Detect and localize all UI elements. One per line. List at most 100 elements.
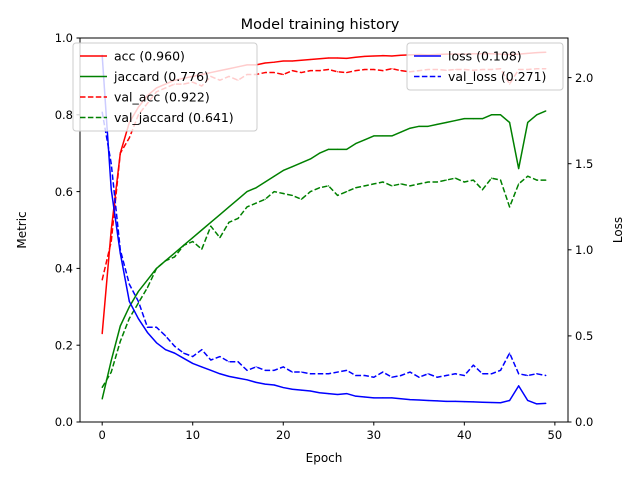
data-point-val_jaccard bbox=[400, 183, 402, 185]
data-point-val_acc bbox=[119, 152, 121, 154]
data-point-loss bbox=[346, 392, 348, 395]
data-point-val_loss bbox=[246, 369, 248, 371]
data-point-jaccard bbox=[137, 290, 139, 293]
data-point-val_jaccard bbox=[327, 185, 330, 187]
data-point-jaccard bbox=[509, 121, 511, 124]
data-point-val_jaccard bbox=[481, 189, 484, 191]
data-point-jaccard bbox=[255, 187, 257, 189]
data-point-loss bbox=[418, 399, 420, 401]
data-point-jaccard bbox=[373, 135, 375, 137]
data-point-val_acc bbox=[300, 71, 302, 74]
data-point-acc bbox=[382, 55, 384, 57]
data-point-jaccard bbox=[273, 175, 275, 177]
data-point-jaccard bbox=[192, 237, 194, 239]
data-point-loss bbox=[228, 375, 230, 377]
legend-label-val_acc: val_acc (0.922) bbox=[114, 90, 210, 105]
data-point-val_loss bbox=[164, 335, 167, 337]
data-point-val_loss bbox=[119, 249, 121, 251]
data-point-val_jaccard bbox=[228, 221, 230, 223]
data-point-loss bbox=[318, 392, 321, 394]
data-point-val_loss bbox=[309, 373, 312, 375]
data-point-val_jaccard bbox=[246, 206, 248, 208]
legend-frame bbox=[72, 42, 258, 132]
series-line-loss bbox=[101, 55, 546, 405]
data-point-jaccard bbox=[527, 121, 529, 124]
data-point-val_loss bbox=[481, 373, 484, 375]
data-point-val_loss bbox=[174, 345, 176, 347]
y-tick-label-right: 0.0 bbox=[575, 415, 593, 429]
data-point-val_jaccard bbox=[318, 187, 321, 189]
data-point-val_jaccard bbox=[137, 302, 139, 304]
data-point-loss bbox=[237, 377, 239, 379]
data-point-val_loss bbox=[146, 326, 149, 328]
data-point-val_jaccard bbox=[472, 179, 474, 181]
data-point-loss bbox=[481, 401, 484, 403]
data-point-val_jaccard bbox=[201, 248, 203, 250]
x-tick-label: 0 bbox=[99, 428, 106, 442]
data-point-val_loss bbox=[400, 374, 402, 377]
data-point-loss bbox=[291, 388, 293, 390]
data-point-jaccard bbox=[318, 152, 321, 154]
data-point-loss bbox=[527, 399, 529, 402]
data-point-loss bbox=[164, 349, 167, 351]
data-point-val_acc bbox=[264, 71, 266, 74]
data-point-val_acc bbox=[110, 240, 112, 243]
data-point-val_jaccard bbox=[518, 183, 520, 185]
data-point-val_loss bbox=[128, 283, 130, 285]
data-point-loss bbox=[545, 402, 547, 404]
data-point-val_jaccard bbox=[210, 225, 212, 227]
data-point-jaccard bbox=[174, 252, 176, 254]
data-point-jaccard bbox=[436, 123, 438, 125]
data-point-val_jaccard bbox=[436, 181, 438, 183]
data-point-val_jaccard bbox=[409, 185, 411, 187]
data-point-loss bbox=[146, 331, 149, 334]
data-point-val_jaccard bbox=[445, 179, 447, 181]
data-point-val_loss bbox=[391, 376, 393, 378]
data-point-loss bbox=[373, 397, 375, 399]
data-point-val_acc bbox=[327, 68, 330, 71]
data-point-acc bbox=[110, 229, 112, 231]
x-tick-label: 50 bbox=[548, 428, 563, 442]
y-axis-right: 0.0 0.5 1.0 1.5 2.0 bbox=[568, 71, 593, 429]
data-point-val_loss bbox=[518, 373, 520, 375]
data-point-loss bbox=[246, 379, 248, 381]
legend-left: acc (0.960) jaccard (0.776) val_acc (0.922… bbox=[72, 42, 258, 132]
data-point-loss bbox=[382, 397, 384, 399]
data-point-acc bbox=[346, 57, 348, 59]
data-point-val_jaccard bbox=[119, 340, 121, 342]
data-point-val_jaccard bbox=[101, 386, 103, 389]
data-point-val_loss bbox=[364, 374, 366, 377]
data-point-val_loss bbox=[436, 376, 438, 378]
data-point-val_jaccard bbox=[509, 206, 511, 208]
data-point-jaccard bbox=[264, 181, 266, 183]
data-point-acc bbox=[300, 59, 302, 61]
data-point-val_acc bbox=[364, 68, 366, 71]
data-point-val_loss bbox=[536, 373, 538, 375]
data-point-val_jaccard bbox=[155, 267, 158, 269]
data-point-loss bbox=[409, 399, 411, 401]
data-point-val_loss bbox=[255, 366, 257, 368]
data-point-acc bbox=[400, 54, 402, 56]
data-point-val_jaccard bbox=[382, 181, 384, 183]
legend-label-val_jaccard: val_jaccard (0.641) bbox=[114, 110, 234, 125]
data-point-jaccard bbox=[282, 169, 284, 172]
data-point-loss bbox=[400, 398, 402, 400]
y-tick-label-left: 0.2 bbox=[55, 338, 73, 352]
data-point-loss bbox=[192, 362, 194, 365]
data-point-val_jaccard bbox=[300, 198, 302, 200]
data-point-val_jaccard bbox=[346, 191, 348, 193]
data-point-jaccard bbox=[545, 110, 547, 112]
data-point-jaccard bbox=[237, 198, 239, 200]
data-point-loss bbox=[282, 386, 284, 389]
data-point-val_jaccard bbox=[373, 183, 375, 185]
data-point-loss bbox=[183, 357, 185, 359]
data-point-val_loss bbox=[545, 374, 547, 377]
y-tick-label-left: 1.0 bbox=[55, 31, 73, 45]
data-point-jaccard bbox=[346, 148, 348, 150]
data-point-loss bbox=[445, 400, 447, 402]
y-axis-left: 0.0 0.2 0.4 0.6 0.8 1.0 bbox=[55, 31, 80, 429]
data-point-acc bbox=[282, 60, 284, 62]
data-point-jaccard bbox=[300, 162, 302, 164]
x-axis: 0 10 20 30 40 50 bbox=[99, 422, 563, 442]
